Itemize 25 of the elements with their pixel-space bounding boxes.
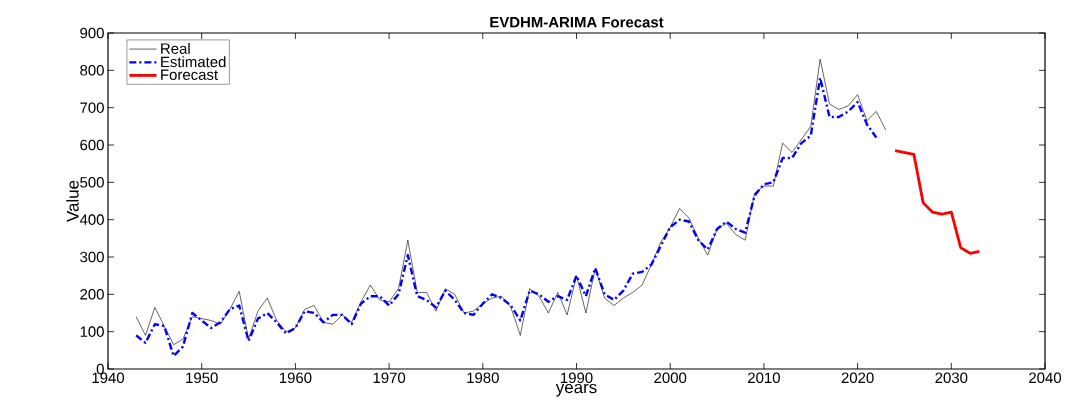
x-axis-title: years	[555, 383, 597, 397]
chart-title: EVDHM-ARIMA Forecast	[490, 17, 664, 28]
legend-label: Estimated	[161, 56, 226, 68]
y-tick-label: 300	[80, 251, 104, 263]
y-tick-label: 900	[80, 27, 104, 39]
y-axis-title: Value	[66, 180, 79, 222]
x-tick-label: 2000	[654, 372, 687, 384]
x-tick-label: 1990	[561, 372, 593, 384]
x-tick-label: 1960	[279, 372, 312, 384]
x-tick-label: 1950	[186, 372, 218, 384]
y-tick-label: 600	[80, 139, 104, 151]
x-tick-label: 2020	[841, 372, 874, 384]
y-tick-label: 800	[80, 65, 104, 76]
x-tick-label: 2030	[935, 372, 968, 384]
legend-label: Real	[161, 42, 190, 54]
y-tick-label: 100	[80, 326, 104, 337]
x-tick-label: 2010	[748, 372, 780, 384]
y-tick-label: 400	[79, 214, 104, 225]
legend-label: Forecast	[161, 69, 218, 80]
x-tick-label: 1970	[373, 372, 406, 384]
x-tick-label: 1980	[467, 372, 499, 384]
x-tick-label: 2040	[1029, 372, 1062, 384]
y-tick-label: 500	[80, 177, 104, 188]
y-tick-label: 700	[80, 102, 104, 113]
y-tick-label: 200	[80, 289, 104, 300]
